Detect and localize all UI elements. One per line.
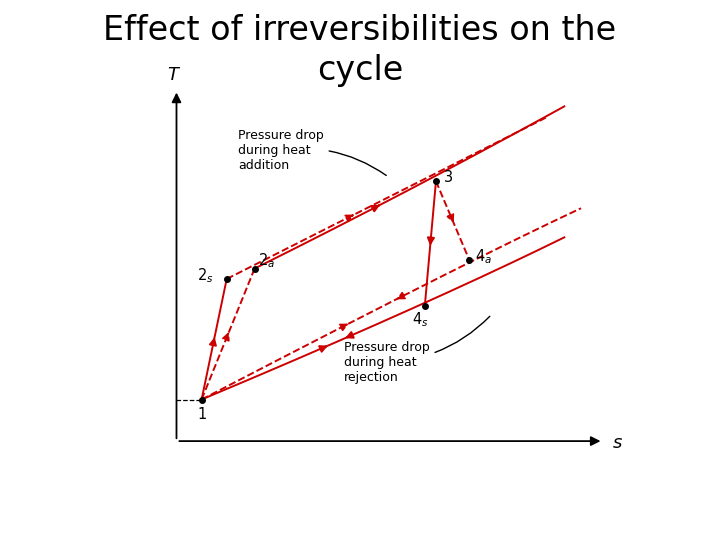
Text: 1: 1 xyxy=(197,407,206,422)
Text: $T$: $T$ xyxy=(166,65,181,84)
Text: cycle: cycle xyxy=(317,54,403,87)
Text: $2_s$: $2_s$ xyxy=(197,266,214,285)
Text: $4_a$: $4_a$ xyxy=(475,247,492,266)
Text: Pressure drop
during heat
rejection: Pressure drop during heat rejection xyxy=(344,316,490,383)
Text: Effect of irreversibilities on the: Effect of irreversibilities on the xyxy=(104,14,616,46)
Text: $2_a$: $2_a$ xyxy=(258,251,276,269)
Text: Pressure drop
during heat
addition: Pressure drop during heat addition xyxy=(238,129,386,176)
Text: 3: 3 xyxy=(444,170,453,185)
Text: $s$: $s$ xyxy=(612,434,623,452)
Text: $4_s$: $4_s$ xyxy=(412,310,428,329)
